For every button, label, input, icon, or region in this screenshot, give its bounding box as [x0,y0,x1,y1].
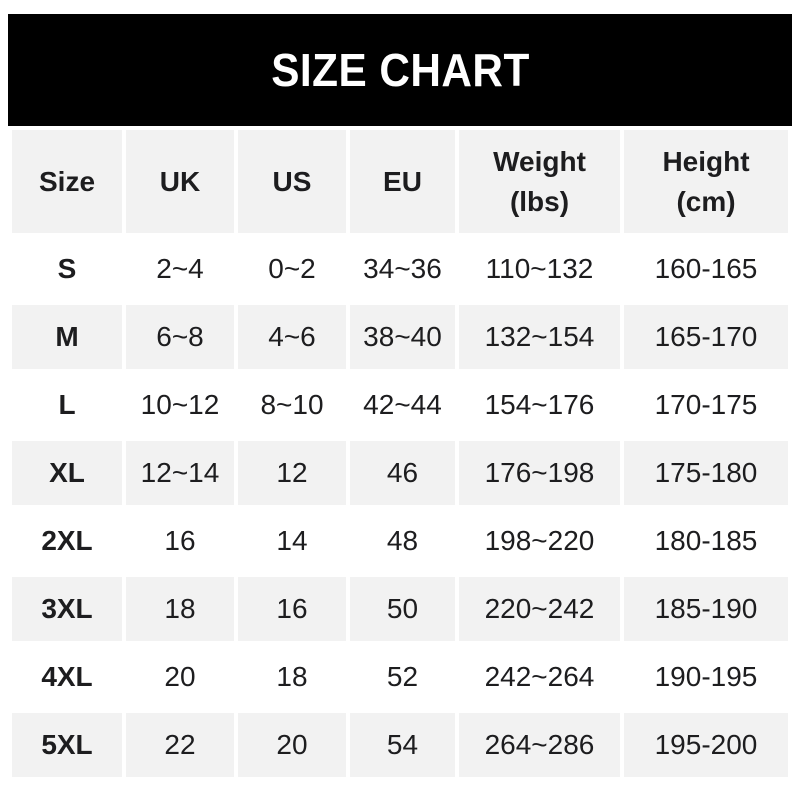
size-label-cell: XL [12,441,122,505]
column-header-line: US [272,165,312,197]
value-cell-weight: 132~154 [459,305,620,369]
value-cell-uk: 20 [164,661,196,692]
column-header-height: Height (cm) [624,130,788,233]
size-chart-table: Size UK US EU Weight (lbs) Height (cm) S 2~4 0~2 3… [8,126,792,781]
value-cell-eu: 34~36 [363,253,442,284]
value-cell-eu: 38~40 [350,305,455,369]
banner: SIZE CHART [8,14,792,126]
column-header-line: Weight [493,145,586,177]
size-table-body: S 2~4 0~2 34~36 110~132 160-165 M 6~8 4~6 38~40 13… [12,237,788,777]
value-cell-uk: 16 [164,525,196,556]
size-label-cell: 2XL [41,525,93,556]
column-header-size: Size [12,130,122,233]
column-header-line: Size [38,165,96,197]
table-row-m: M 6~8 4~6 38~40 132~154 165-170 [12,305,788,369]
column-header-eu: EU [350,130,455,233]
table-row-l: L 10~12 8~10 42~44 154~176 170-175 [12,373,788,437]
value-cell-uk: 22 [126,713,234,777]
value-cell-eu: 42~44 [363,389,442,420]
value-cell-weight: 264~286 [459,713,620,777]
table-row-5xl: 5XL 22 20 54 264~286 195-200 [12,713,788,777]
value-cell-us: 18 [276,661,308,692]
column-header-us: US [238,130,346,233]
table-row-3xl: 3XL 18 16 50 220~242 185-190 [12,577,788,641]
value-cell-us: 4~6 [238,305,346,369]
value-cell-uk: 12~14 [126,441,234,505]
value-cell-height: 160-165 [654,253,758,284]
value-cell-eu: 54 [350,713,455,777]
size-label-cell: L [58,389,76,420]
size-label-cell: M [12,305,122,369]
value-cell-us: 14 [276,525,308,556]
value-cell-uk: 2~4 [156,253,204,284]
value-cell-weight: 198~220 [484,525,595,556]
value-cell-height: 180-185 [654,525,758,556]
value-cell-height: 165-170 [624,305,788,369]
table-header: Size UK US EU Weight (lbs) Height (cm) [12,130,788,233]
column-header-weight: Weight (lbs) [459,130,620,233]
table-row-2xl: 2XL 16 14 48 198~220 180-185 [12,509,788,573]
value-cell-weight: 110~132 [485,253,594,284]
value-cell-us: 12 [238,441,346,505]
value-cell-eu: 50 [350,577,455,641]
value-cell-height: 170-175 [654,389,758,420]
value-cell-us: 0~2 [268,253,316,284]
value-cell-weight: 242~264 [484,661,595,692]
column-header-line: (cm) [676,185,736,217]
column-header-uk: UK [126,130,234,233]
value-cell-uk: 10~12 [140,389,220,420]
column-header-line: UK [159,165,201,197]
value-cell-eu: 48 [386,525,419,556]
value-cell-weight: 176~198 [459,441,620,505]
value-cell-height: 185-190 [624,577,788,641]
column-header-line: (lbs) [509,185,570,217]
column-header-line: Height [662,145,750,177]
column-header-line: EU [383,165,422,197]
value-cell-weight: 154~176 [484,389,595,420]
value-cell-weight: 220~242 [459,577,620,641]
value-cell-height: 175-180 [624,441,788,505]
table-row-xl: XL 12~14 12 46 176~198 175-180 [12,441,788,505]
size-label-cell: 4XL [41,661,93,692]
value-cell-uk: 18 [126,577,234,641]
value-cell-eu: 46 [350,441,455,505]
size-label-cell: S [57,253,77,284]
page-title: SIZE CHART [270,44,530,96]
size-label-cell: 3XL [12,577,122,641]
size-label-cell: 5XL [12,713,122,777]
header-row: Size UK US EU Weight (lbs) Height (cm) [12,130,788,233]
value-cell-us: 8~10 [260,389,324,420]
value-cell-height: 195-200 [624,713,788,777]
value-cell-us: 16 [238,577,346,641]
table-row-s: S 2~4 0~2 34~36 110~132 160-165 [12,237,788,301]
value-cell-height: 190-195 [654,661,758,692]
value-cell-us: 20 [238,713,346,777]
value-cell-uk: 6~8 [126,305,234,369]
value-cell-eu: 52 [386,661,419,692]
table-row-4xl: 4XL 20 18 52 242~264 190-195 [12,645,788,709]
